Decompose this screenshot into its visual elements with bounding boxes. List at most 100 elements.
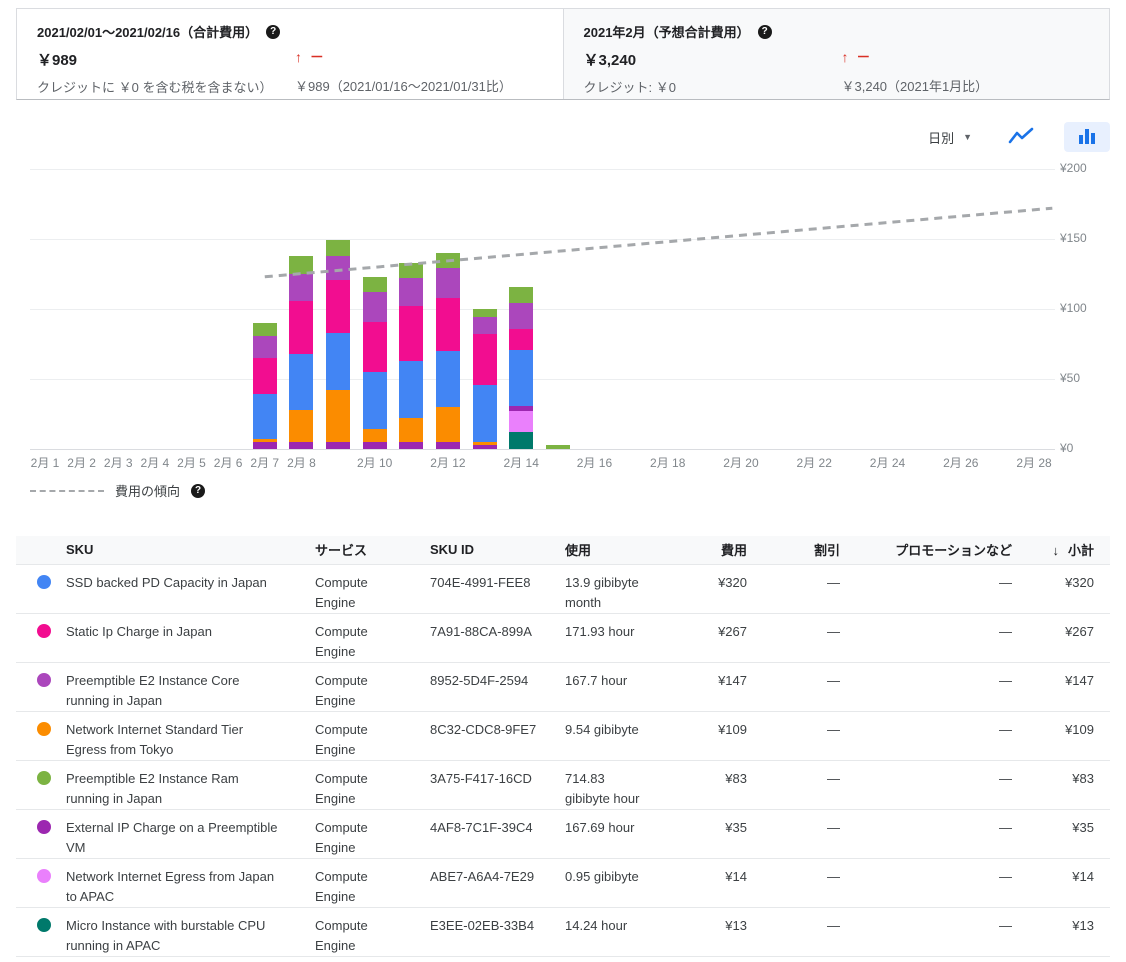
bar-segment-ram [472, 309, 497, 318]
bar-segment-ext_ip [252, 441, 277, 449]
subtotal-value: ¥83 [1012, 759, 1110, 809]
discount-value: — [747, 612, 840, 662]
subtotal-value: ¥35 [1012, 808, 1110, 858]
promotion-value: — [840, 906, 1012, 957]
trend-up-arrow-icon: ↑ [841, 49, 851, 65]
period-credit-note: クレジットに ￥0 を含む税を含まない） [37, 80, 273, 95]
cost-value: ¥14 [685, 857, 747, 907]
line-chart-toggle[interactable] [998, 122, 1044, 152]
y-axis-label: ¥200 [1060, 161, 1087, 175]
column-header-subtotal[interactable]: ↓ 小計 [1012, 536, 1110, 564]
bar-segment-ext_ip [509, 405, 534, 412]
service-name: Compute Engine [315, 563, 430, 613]
stacked-bar-feb-7[interactable] [252, 323, 277, 449]
column-header-sku[interactable]: SKU [66, 536, 315, 564]
bar-segment-ram [289, 255, 314, 274]
column-header-sku-id[interactable]: SKU ID [430, 536, 565, 564]
bar-segment-static_ip [509, 328, 534, 350]
forecast-comparison: ￥3,240（2021年1月比） [841, 79, 989, 94]
stacked-bar-feb-8[interactable] [289, 255, 314, 449]
stacked-bar-feb-12[interactable] [435, 253, 460, 449]
y-axis-label: ¥50 [1060, 371, 1081, 385]
bar-segment-static_ip [362, 321, 387, 372]
column-header-cost[interactable]: 費用 [685, 536, 747, 564]
y-axis-label: ¥0 [1060, 441, 1074, 455]
promotion-value: — [840, 661, 1012, 711]
sku-color-dot [37, 574, 51, 589]
sku-name: SSD backed PD Capacity in Japan [66, 563, 315, 613]
x-axis-label: 2月 12 [430, 456, 466, 470]
discount-value: — [747, 661, 840, 711]
discount-value: — [747, 759, 840, 809]
promotion-value: — [840, 759, 1012, 809]
gridline [30, 239, 1055, 240]
sku-id: ABE7-A6A4-7E29 [430, 857, 565, 907]
x-axis-label: 2月 7 [250, 456, 280, 470]
bar-segment-core [326, 255, 351, 280]
stacked-bar-feb-14[interactable] [509, 286, 534, 449]
granularity-dropdown[interactable]: 日別 ▼ [922, 124, 978, 151]
sku-name: Network Internet Standard Tier Egress fr… [66, 710, 315, 760]
table-row: Network Internet Standard Tier Egress fr… [16, 710, 1110, 760]
sku-color-dot [37, 868, 51, 883]
bar-segment-ssd [326, 332, 351, 391]
service-name: Compute Engine [315, 612, 430, 662]
column-header-promotion[interactable]: プロモーションなど [840, 536, 1012, 564]
sort-descending-icon[interactable]: ↓ [1052, 543, 1059, 559]
promotion-value: — [840, 612, 1012, 662]
x-axis-label: 2月 6 [213, 456, 243, 470]
y-axis-label: ¥150 [1060, 231, 1087, 245]
x-axis-label: 2月 2 [67, 456, 96, 470]
bar-segment-static_ip [435, 297, 460, 351]
stacked-bar-feb-13[interactable] [472, 309, 497, 449]
period-total-cost: ￥989 [37, 52, 78, 69]
bar-segment-static_ip [252, 357, 277, 395]
period-comparison: ￥989（2021/01/16～2021/01/31比） [295, 79, 512, 94]
bar-segment-micro [509, 432, 534, 449]
bar-segment-ext_ip [289, 441, 314, 449]
help-icon[interactable]: ? [191, 483, 206, 498]
bar-segment-static_ip [326, 279, 351, 333]
x-axis-label: 2月 24 [869, 456, 906, 470]
stacked-bar-feb-9[interactable] [326, 240, 351, 449]
table-row: External IP Charge on a Preemptible VM Co… [16, 808, 1110, 858]
x-axis-label: 2月 4 [140, 456, 170, 470]
service-name: Compute Engine [315, 759, 430, 809]
bar-segment-core [509, 303, 534, 329]
bar-segment-ext_ip [326, 441, 351, 449]
bar-segment-net_tier [326, 390, 351, 442]
column-header-service[interactable]: サービス [315, 536, 430, 564]
discount-value: — [747, 808, 840, 858]
bar-segment-ssd [289, 353, 314, 410]
bar-segment-core [362, 292, 387, 322]
stacked-bar-feb-15[interactable] [545, 444, 570, 449]
discount-value: — [747, 857, 840, 907]
column-header-usage[interactable]: 使用 [565, 536, 685, 564]
bar-segment-core [399, 278, 424, 307]
service-name: Compute Engine [315, 857, 430, 907]
subtotal-value: ¥109 [1012, 710, 1110, 760]
table-row: Static Ip Charge in Japan Compute Engine 7… [16, 612, 1110, 662]
bar-chart-toggle[interactable] [1064, 122, 1110, 152]
x-axis-label: 2月 28 [1016, 456, 1052, 470]
table-row: Network Internet Egress from Japan to AP… [16, 857, 1110, 907]
table-row: SSD backed PD Capacity in Japan Compute E… [16, 563, 1110, 613]
sku-id: E3EE-02EB-33B4 [430, 906, 565, 957]
cost-summary-period: 2021/02/01～2021/02/16（合計費用） ? ￥989 クレジット… [17, 9, 563, 99]
color-column-header [16, 536, 66, 564]
line-chart-icon [1007, 126, 1035, 149]
period-title: 2021/02/01～2021/02/16（合計費用） [37, 25, 259, 40]
cost-summary-forecast: 2021年2月（予想合計費用） ? ￥3,240 クレジット: ￥0 ↑ － ￥… [562, 9, 1109, 99]
x-axis-label: 2月 1 [30, 456, 60, 470]
usage-amount: 0.95 gibibyte [565, 857, 685, 907]
stacked-bar-feb-11[interactable] [399, 262, 424, 449]
stacked-bar-feb-10[interactable] [362, 276, 387, 449]
chart-controls: 日別 ▼ [922, 122, 1110, 152]
help-icon[interactable]: ? [757, 24, 772, 39]
bar-segment-ext_ip [399, 441, 424, 449]
column-header-discount[interactable]: 割引 [747, 536, 840, 564]
help-icon[interactable]: ? [266, 24, 281, 39]
chart-plot-area: ¥0 ¥50 ¥100 ¥150 ¥200 2月 1 2月 2 2月 3 2月 4 2月 5 2月 … [0, 110, 1126, 510]
promotion-value: — [840, 563, 1012, 613]
bar-segment-net_tier [252, 439, 277, 442]
